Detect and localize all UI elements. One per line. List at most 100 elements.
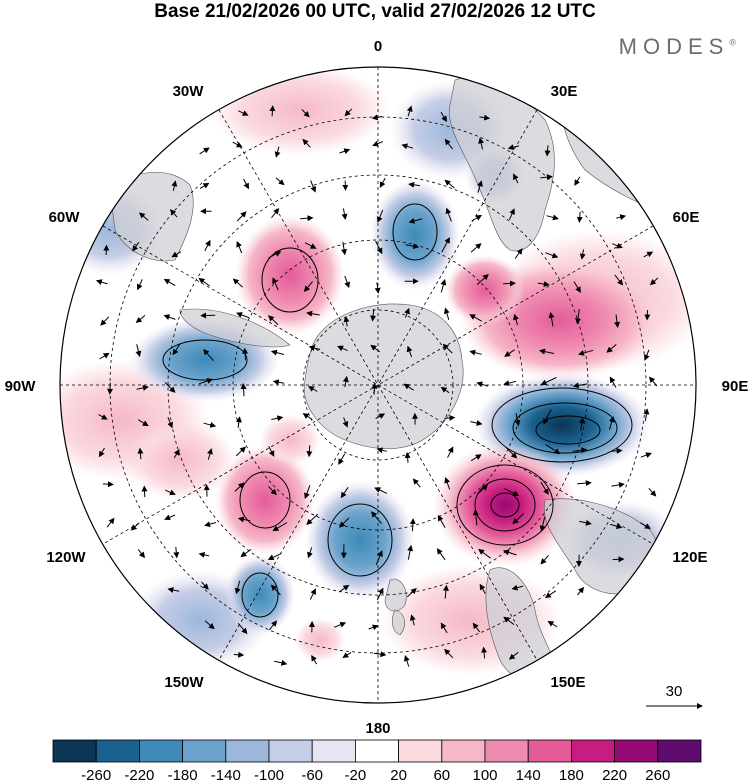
wind-arrow xyxy=(614,314,620,328)
wind-arrow xyxy=(304,242,317,249)
wind-arrow xyxy=(201,581,209,590)
wind-arrow xyxy=(611,481,625,488)
wind-arrow xyxy=(340,487,349,499)
wind-arrow xyxy=(612,242,623,249)
wind-arrow xyxy=(643,251,654,258)
wind-arrow xyxy=(376,209,384,223)
wind-arrow xyxy=(470,454,482,462)
wind-arrow xyxy=(375,240,383,255)
wind-arrow xyxy=(238,110,249,116)
wind-arrow xyxy=(408,181,420,188)
wind-arrow xyxy=(548,311,555,327)
wind-arrow xyxy=(376,587,384,601)
colorbar: -260 -220 -180 -140 -100 -60 -20 20 60 100 140 180 2… xyxy=(52,739,702,783)
wind-arrow xyxy=(271,415,284,422)
wind-arrow xyxy=(339,148,351,155)
lon-label-30w: 30W xyxy=(173,83,205,100)
colorbar-tick-label: 20 xyxy=(390,767,407,783)
wind-arrow xyxy=(444,648,454,659)
colorbar-tick-label: -100 xyxy=(254,767,284,783)
wind-arrow xyxy=(379,177,386,188)
wind-arrow xyxy=(169,209,178,218)
wind-arrow xyxy=(235,446,246,457)
wind-arrow xyxy=(540,554,549,565)
wind-arrow xyxy=(447,446,454,458)
wind-arrow xyxy=(376,447,387,454)
wind-arrow xyxy=(311,654,318,665)
wind-arrow xyxy=(469,314,483,322)
wind-arrow xyxy=(444,138,453,150)
wind-arrow xyxy=(269,105,276,117)
colorbar-swatch xyxy=(138,739,183,763)
wind-arrow xyxy=(610,523,623,530)
wind-arrow xyxy=(440,622,448,634)
wind-arrow xyxy=(537,281,550,288)
wind-arrow xyxy=(274,146,281,158)
colorbar-tick-label: -260 xyxy=(81,767,111,783)
wind-arrow xyxy=(412,478,421,488)
wind-arrow xyxy=(240,383,247,397)
wind-arrow xyxy=(270,349,285,356)
wind-arrow xyxy=(578,349,594,356)
wind-arrow xyxy=(171,251,182,258)
wind-arrow xyxy=(514,248,523,259)
wind-arrow xyxy=(407,544,414,560)
wind-arrow xyxy=(98,414,108,420)
wind-arrow xyxy=(479,114,491,121)
wind-arrow xyxy=(503,616,515,626)
wind-arrow xyxy=(368,624,379,631)
wind-arrow xyxy=(344,275,350,289)
wind-arrow xyxy=(309,588,316,600)
colorbar-swatch xyxy=(95,739,140,763)
colorbar-tick-label: 260 xyxy=(645,767,670,783)
wind-arrow xyxy=(275,177,285,186)
wind-arrow xyxy=(406,345,413,358)
wind-arrow xyxy=(577,586,585,596)
wind-arrow xyxy=(173,546,180,559)
wind-arrow xyxy=(406,587,417,598)
wind-arrow xyxy=(539,348,555,355)
wind-arrow xyxy=(546,214,559,221)
colorbar-swatch xyxy=(398,739,443,763)
wind-arrow xyxy=(136,384,149,391)
wind-arrow xyxy=(479,583,486,594)
wind-arrow xyxy=(267,315,279,325)
wind-arrow xyxy=(477,180,483,193)
wind-arrow xyxy=(444,179,455,189)
colorbar-swatch xyxy=(571,739,616,763)
wind-arrow xyxy=(237,622,248,635)
wind-arrow xyxy=(649,277,659,286)
wind-arrow xyxy=(404,452,411,463)
wind-arrow xyxy=(337,345,348,352)
wind-arrow xyxy=(403,383,414,391)
wind-arrow xyxy=(539,516,546,532)
wind-arrow xyxy=(302,138,311,148)
wind-arrow xyxy=(375,413,386,420)
wind-arrow xyxy=(137,549,146,559)
wind-arrow xyxy=(547,620,558,628)
wind-arrow xyxy=(306,513,319,525)
wind-arrow xyxy=(472,509,479,526)
wind-arrow xyxy=(572,382,588,389)
wind-arrow xyxy=(272,522,288,532)
wind-arrow xyxy=(338,584,350,593)
wind-arrow xyxy=(167,417,173,429)
wind-arrow xyxy=(138,212,149,221)
wind-arrow xyxy=(440,111,447,123)
wind-arrow xyxy=(98,447,105,458)
wind-arrow xyxy=(272,277,279,291)
wind-arrow xyxy=(341,208,348,220)
wind-arrow xyxy=(270,584,281,596)
wind-arrow xyxy=(648,487,657,497)
colorbar-tick-label: 180 xyxy=(559,767,584,783)
colorbar-swatch xyxy=(182,739,227,763)
wind-arrow xyxy=(268,445,275,457)
wind-arrow xyxy=(508,208,515,221)
wind-arrow xyxy=(235,416,242,428)
wind-arrow xyxy=(371,114,383,121)
colorbar-swatch xyxy=(527,739,572,763)
wind-arrow xyxy=(163,278,176,287)
wind-arrow xyxy=(513,313,519,326)
wind-arrow xyxy=(540,481,549,495)
